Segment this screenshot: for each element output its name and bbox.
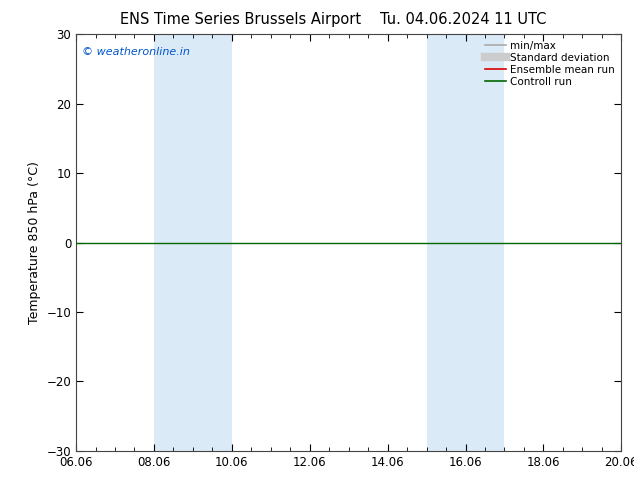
Text: Tu. 04.06.2024 11 UTC: Tu. 04.06.2024 11 UTC: [380, 12, 546, 27]
Bar: [427, 34, 505, 451]
Bar: [154, 34, 232, 451]
Text: ENS Time Series Brussels Airport: ENS Time Series Brussels Airport: [120, 12, 361, 27]
Y-axis label: Temperature 850 hPa (°C): Temperature 850 hPa (°C): [28, 161, 41, 324]
Text: © weatheronline.in: © weatheronline.in: [82, 47, 190, 57]
Legend: min/max, Standard deviation, Ensemble mean run, Controll run: min/max, Standard deviation, Ensemble me…: [484, 40, 616, 88]
